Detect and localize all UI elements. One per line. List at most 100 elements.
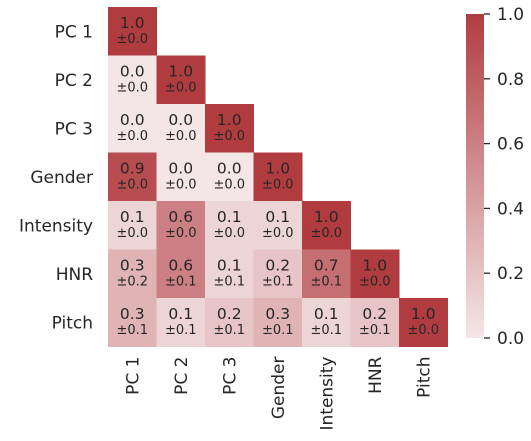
row-labels: PC 1 PC 2 PC 3 Gender Intensity HNR Pitch [19, 22, 93, 333]
cell-value-label: 0.1 [217, 257, 242, 275]
heatmap-cell [156, 104, 206, 153]
heatmap-cell [399, 298, 448, 347]
colorbar-tick-label: 0.4 [497, 199, 524, 219]
column-label: PC 1 [123, 357, 143, 395]
column-label: Intensity [317, 357, 337, 431]
cell-value-label: 0.1 [120, 208, 145, 226]
cell-error-label: ±0.1 [165, 323, 197, 338]
cell-value-label: 0.1 [265, 208, 290, 226]
cell-value-label: 0.6 [168, 208, 193, 226]
cell-value-label: 0.0 [168, 111, 193, 129]
heatmap-cell [350, 249, 400, 299]
row-label: PC 1 [55, 22, 93, 42]
heatmap-cell [205, 298, 254, 347]
cell-error-label: ±0.0 [165, 129, 197, 144]
heatmap-cell [108, 201, 157, 250]
heatmap-cell [156, 298, 206, 347]
colorbar-tick-label: 0.0 [497, 329, 524, 349]
cell-value-label: 0.6 [168, 257, 193, 275]
heatmap-cell [108, 7, 157, 56]
cell-error-label: ±0.0 [213, 178, 245, 193]
row-label: PC 3 [55, 119, 93, 139]
cell-error-label: ±0.0 [165, 226, 197, 241]
column-label: PC 2 [172, 357, 192, 395]
cell-error-label: ±0.1 [213, 323, 245, 338]
cell-error-label: ±0.0 [359, 275, 391, 290]
row-label: HNR [56, 265, 94, 285]
column-label: Gender [269, 356, 289, 419]
cell-value-label: 1.0 [411, 305, 436, 323]
cell-error-label: ±0.0 [213, 129, 245, 144]
cell-error-label: ±0.1 [165, 275, 197, 290]
cell-value-label: 0.0 [168, 160, 193, 178]
heatmap-cell [205, 201, 254, 250]
cell-value-label: 0.2 [362, 305, 387, 323]
row-label: PC 2 [55, 71, 93, 91]
heatmap-cell [156, 55, 206, 105]
cell-value-label: 1.0 [168, 63, 193, 81]
cell-error-label: ±0.0 [262, 226, 294, 241]
cell-error-label: ±0.1 [310, 323, 342, 338]
cell-value-label: 0.2 [217, 305, 242, 323]
heatmap-cell [108, 249, 157, 299]
heatmap-cell [156, 249, 206, 299]
cell-error-label: ±0.0 [310, 226, 342, 241]
cell-value-label: 0.9 [120, 160, 145, 178]
cell-error-label: ±0.0 [165, 81, 197, 96]
heatmap-cell [205, 104, 254, 153]
cell-value-label: 0.2 [265, 257, 290, 275]
cell-error-label: ±0.1 [359, 323, 391, 338]
cell-value-label: 1.0 [217, 111, 242, 129]
heatmap-cell [156, 152, 206, 202]
cell-value-label: 0.3 [120, 257, 145, 275]
cell-error-label: ±0.0 [116, 81, 148, 96]
cell-value-label: 0.0 [217, 160, 242, 178]
cell-error-label: ±0.0 [407, 323, 439, 338]
heatmap-cell [108, 104, 157, 153]
colorbar-tick-label: 0.8 [497, 70, 524, 90]
cell-value-label: 1.0 [120, 14, 145, 32]
cell-value-label: 1.0 [362, 257, 387, 275]
cell-error-label: ±0.0 [116, 226, 148, 241]
colorbar-gradient [466, 14, 484, 338]
cell-value-label: 0.3 [265, 305, 290, 323]
colorbar-tick-label: 1.0 [497, 5, 524, 25]
heatmap-cell [253, 152, 303, 202]
cell-error-label: ±0.0 [165, 178, 197, 193]
heatmap-cell [156, 201, 206, 250]
cell-error-label: ±0.0 [213, 226, 245, 241]
column-label: PC 3 [220, 357, 240, 395]
column-label: HNR [366, 356, 386, 394]
colorbar-tick-label: 0.2 [497, 264, 524, 284]
heatmap-cells: 1.0±0.00.0±0.01.0±0.00.0±0.00.0±0.01.0±0… [108, 7, 448, 347]
cell-error-label: ±0.0 [116, 32, 148, 47]
heatmap-cell [205, 152, 254, 202]
cell-error-label: ±0.2 [116, 275, 148, 290]
heatmap-cell [302, 298, 351, 347]
heatmap-cell [302, 249, 351, 299]
colorbar: 0.0 0.2 0.4 0.6 0.8 1.0 [466, 5, 524, 349]
heatmap-cell [253, 298, 303, 347]
row-label: Intensity [19, 216, 93, 236]
heatmap-cell [253, 249, 303, 299]
column-label: Pitch [414, 357, 434, 398]
cell-value-label: 0.1 [168, 305, 193, 323]
cell-error-label: ±0.1 [116, 323, 148, 338]
heatmap-cell [108, 55, 157, 105]
heatmap-cell [350, 298, 400, 347]
column-labels: PC 1 PC 2 PC 3 Gender Intensity HNR Pitch [123, 356, 434, 430]
cell-value-label: 0.1 [314, 305, 339, 323]
cell-error-label: ±0.1 [310, 275, 342, 290]
cell-error-label: ±0.1 [262, 323, 294, 338]
cell-error-label: ±0.0 [116, 178, 148, 193]
heatmap-cell [302, 201, 351, 250]
cell-value-label: 0.0 [120, 111, 145, 129]
cell-value-label: 0.3 [120, 305, 145, 323]
heatmap-cell [205, 249, 254, 299]
heatmap-cell [108, 152, 157, 202]
cell-error-label: ±0.1 [213, 275, 245, 290]
cell-value-label: 1.0 [265, 160, 290, 178]
heatmap-cell [108, 298, 157, 347]
heatmap-cell [253, 201, 303, 250]
